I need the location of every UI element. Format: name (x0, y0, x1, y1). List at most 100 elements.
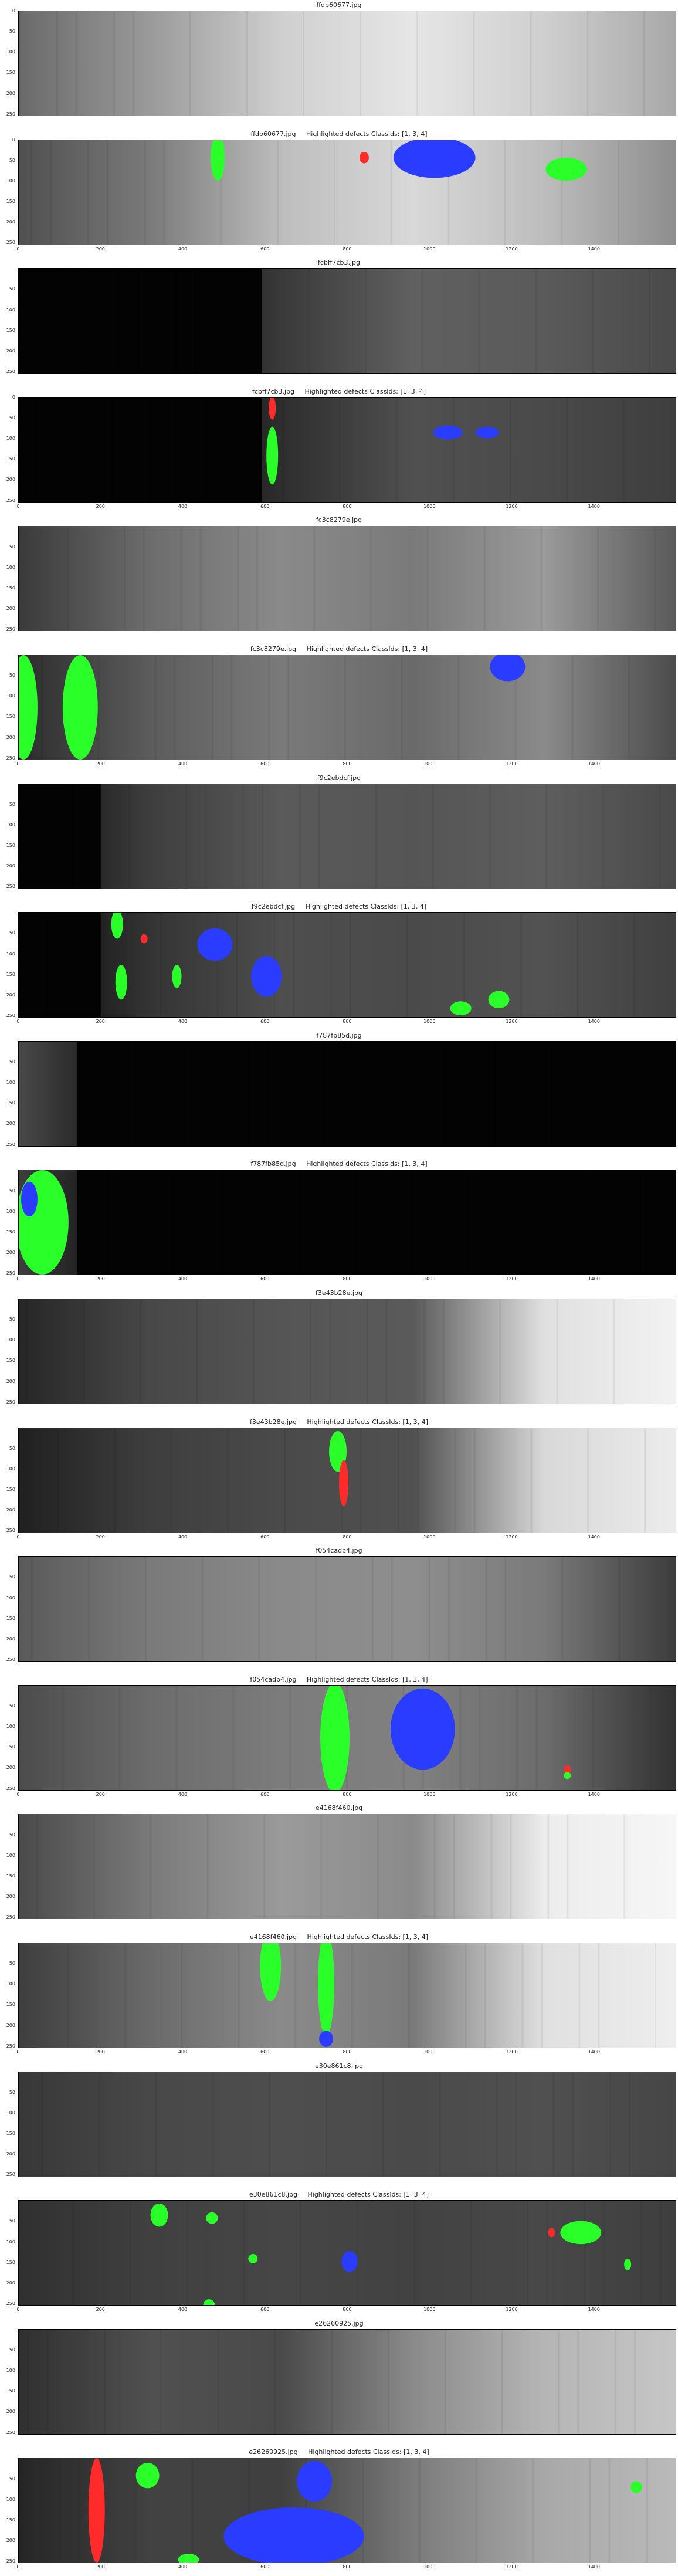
texture-streak (185, 784, 188, 889)
texture-streak (551, 1041, 553, 1146)
texture-streak (98, 2072, 100, 2177)
defect-mask-class-1 (140, 934, 148, 944)
panel-title: e26260925.jpg Highlighted defects ClassI… (249, 2448, 429, 2456)
defect-mask-class-4 (248, 2254, 258, 2263)
y-tick-label: 250 (6, 1012, 15, 1018)
texture-streak (277, 140, 279, 245)
y-tick-label: 100 (6, 822, 15, 828)
dark-region (77, 1170, 676, 1275)
y-tick-label: 50 (9, 2347, 15, 2353)
texture-streak (324, 1041, 326, 1146)
texture-streak (191, 1041, 193, 1146)
texture-streak (496, 2072, 498, 2177)
y-tick-label: 150 (6, 1100, 15, 1106)
texture-streak (541, 1943, 543, 2048)
texture-streak (154, 655, 157, 760)
texture-streak (118, 1685, 121, 1790)
x-tick-label: 600 (260, 1019, 270, 1025)
x-tick-label: 1000 (423, 2564, 436, 2570)
texture-streak (504, 140, 506, 245)
texture-streak (535, 269, 537, 374)
texture-streak (520, 913, 522, 1018)
texture-streak (527, 2201, 529, 2306)
texture-streak (643, 11, 646, 116)
panel-title: f3e43b28e.jpg (316, 1289, 362, 1297)
image-panel: f787fb85d.jpg 50 100 150 200 250 (0, 1031, 678, 1160)
defect-mask-class-3 (490, 655, 526, 682)
y-tick-label: 50 (9, 1188, 15, 1194)
y-tick-label: 100 (6, 951, 15, 957)
texture-streak (248, 1041, 250, 1146)
x-tick-label: 600 (260, 2564, 270, 2570)
texture-streak (330, 913, 333, 1018)
texture-streak (189, 11, 191, 116)
x-tick-label: 800 (343, 503, 352, 509)
defect-mask-class-4 (260, 1943, 282, 2001)
x-tick-label: 1000 (423, 761, 436, 767)
texture-streak (201, 1557, 204, 1662)
texture-streak (633, 913, 636, 1018)
texture-streak (315, 1557, 317, 1662)
x-tick-label: 1200 (506, 246, 518, 252)
y-tick-label: 200 (6, 992, 15, 998)
texture-streak (220, 140, 222, 245)
defect-mask-class-3 (223, 2507, 364, 2563)
texture-streak (269, 2072, 271, 2177)
panel-title: ffdb60677.jpg Highlighted defects ClassI… (250, 130, 428, 138)
y-tick-label: 100 (6, 2496, 15, 2502)
y-tick-label: 100 (6, 1852, 15, 1858)
image-background (19, 1299, 676, 1404)
defect-mask-class-4 (172, 965, 182, 988)
y-tick-label: 100 (6, 1724, 15, 1730)
defect-mask-class-4 (545, 157, 587, 181)
texture-streak (155, 2072, 157, 2177)
x-tick-label: 400 (178, 503, 188, 509)
panel-title: fc3c8279e.jpg Highlighted defects ClassI… (250, 645, 428, 653)
x-tick-label: 400 (178, 2564, 188, 2570)
defect-mask-class-1 (269, 397, 276, 420)
texture-streak (392, 1170, 394, 1275)
texture-streak (468, 1170, 470, 1275)
y-tick-label: 200 (6, 1121, 15, 1127)
texture-streak (144, 140, 146, 245)
texture-streak (385, 1299, 388, 1404)
texture-streak (615, 2329, 617, 2434)
dark-region (19, 397, 262, 502)
texture-streak (113, 11, 115, 116)
texture-streak (180, 526, 182, 631)
texture-streak (87, 140, 89, 245)
texture-streak (655, 1943, 657, 2048)
texture-streak (191, 2458, 194, 2563)
mask-panel: e30e861c8.jpg Highlighted defects ClassI… (0, 2189, 678, 2319)
defect-mask-class-3 (341, 2251, 358, 2272)
x-tick-label: 0 (16, 2564, 20, 2570)
texture-streak (457, 655, 460, 760)
x-tick-label: 1400 (588, 246, 600, 252)
texture-streak (27, 2329, 29, 2434)
defect-mask-class-4 (266, 426, 279, 485)
steel-surface-image (18, 783, 676, 889)
texture-streak (287, 655, 290, 760)
texture-streak (82, 1299, 84, 1404)
texture-streak (380, 1041, 382, 1146)
steel-surface-image (18, 526, 676, 632)
texture-streak (597, 526, 599, 631)
texture-streak (525, 1170, 527, 1275)
panel-title: fcbff7cb3.jpg Highlighted defects ClassI… (252, 387, 426, 395)
texture-streak (473, 1428, 476, 1533)
panel-title: f9c2ebdcf.jpg (317, 774, 361, 782)
y-tick-label: 150 (6, 2259, 15, 2265)
y-tick-label: 200 (6, 1636, 15, 1642)
texture-streak (361, 2458, 364, 2563)
y-tick-label: 200 (6, 1507, 15, 1513)
texture-streak (75, 11, 77, 116)
y-tick-label: 200 (6, 2022, 15, 2028)
image-panel: e26260925.jpg 50 100 150 200 250 (0, 2319, 678, 2448)
image-panel: f054cadb4.jpg 50 100 150 200 250 (0, 1545, 678, 1675)
texture-streak (293, 913, 295, 1018)
texture-streak (144, 1557, 147, 1662)
texture-streak (561, 1557, 564, 1662)
texture-streak (659, 784, 662, 889)
texture-streak (181, 1943, 183, 2048)
texture-streak (289, 1685, 291, 1790)
